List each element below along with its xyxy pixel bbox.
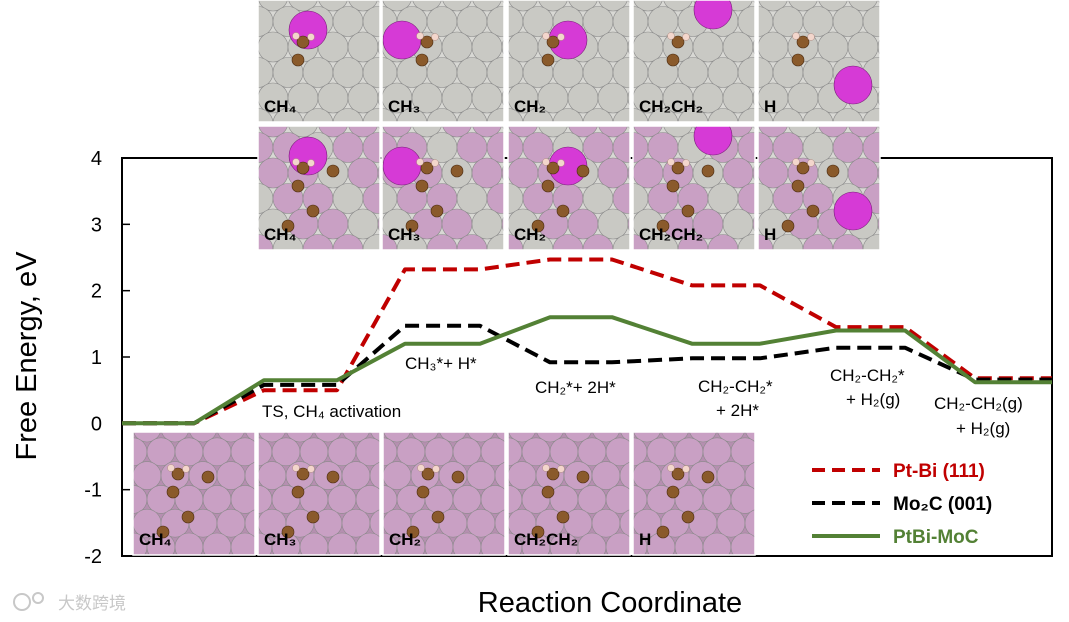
y-axis-label: Free Energy, eV bbox=[11, 251, 43, 461]
structure-panel-middle_row-1: CH₃ bbox=[381, 125, 505, 251]
annotation-ch2ch2-b1: CH₂-CH₂* bbox=[830, 366, 905, 385]
structure-panel-label: CH₄ bbox=[139, 530, 172, 549]
annotation-final-2: + H₂(g) bbox=[956, 419, 1010, 438]
watermark-text: 大数跨境 bbox=[58, 594, 126, 614]
watermark: 大数跨境 bbox=[13, 592, 126, 614]
structure-panel-bottom_row-0: CH₄ bbox=[132, 431, 256, 556]
structure-panel-top_row-1: CH₃ bbox=[381, 0, 505, 123]
structure-panel-label: CH₃ bbox=[388, 225, 420, 244]
legend: Pt-Bi (111) Mo₂C (001) PtBi-MoC bbox=[812, 461, 992, 548]
y-tick-label: -2 bbox=[84, 546, 102, 568]
structure-panel-label: H bbox=[639, 530, 651, 549]
legend-label-mo2c: Mo₂C (001) bbox=[893, 494, 992, 515]
structure-panel-label: CH₃ bbox=[264, 530, 296, 549]
y-tick-group: 4 3 2 1 0 -1 -2 bbox=[84, 148, 130, 568]
structure-panel-top_row-0: CH₄ bbox=[257, 0, 381, 123]
structure-panel-label: CH₂CH₂ bbox=[514, 530, 578, 549]
annotation-final-1: CH₂-CH₂(g) bbox=[934, 394, 1023, 413]
annotation-ch2ch2-a1: CH₂-CH₂* bbox=[698, 377, 773, 396]
y-tick-label: 1 bbox=[91, 347, 102, 369]
series-line-0 bbox=[122, 257, 1052, 426]
legend-label-pt-bi: Pt-Bi (111) bbox=[893, 461, 985, 482]
structure-panel-top_row-2: CH₂ bbox=[507, 0, 631, 123]
y-tick-label: 4 bbox=[91, 148, 102, 170]
watermark-dot-icon bbox=[32, 592, 44, 604]
structure-panel-bottom_row-1: CH₃ bbox=[257, 431, 381, 556]
structure-panel-middle_row-3: CH₂CH₂ bbox=[632, 125, 756, 251]
annotation-ch2ch2-b2: + H₂(g) bbox=[846, 390, 900, 409]
y-tick-label: 3 bbox=[91, 214, 102, 236]
y-tick-label: 0 bbox=[91, 413, 102, 435]
structure-panel-top_row-3: CH₂CH₂ bbox=[632, 0, 756, 123]
annotation-ch2: CH₂*+ 2H* bbox=[535, 378, 616, 397]
structure-panel-label: CH₂ bbox=[514, 97, 546, 116]
structure-panel-bottom_row-4: H bbox=[632, 431, 756, 556]
structure-panel-bottom_row-2: CH₂ bbox=[382, 431, 506, 556]
structure-panel-label: H bbox=[764, 97, 776, 116]
watermark-logo-icon bbox=[13, 593, 31, 611]
structure-panel-label: CH₂CH₂ bbox=[639, 97, 703, 116]
structure-panel-bottom_row-3: CH₂CH₂ bbox=[507, 431, 631, 556]
structure-panel-label: CH₂ bbox=[514, 225, 546, 244]
structure-panel-label: CH₂CH₂ bbox=[639, 225, 703, 244]
y-tick-label: -1 bbox=[84, 480, 102, 502]
x-axis-label: Reaction Coordinate bbox=[478, 587, 742, 619]
legend-label-ptbi-moc: PtBi-MoC bbox=[893, 527, 979, 548]
annotation-ch2ch2-a2: + 2H* bbox=[716, 401, 759, 420]
structure-panel-middle_row-4: H bbox=[757, 125, 881, 251]
annotation-ch3: CH₃*+ H* bbox=[405, 354, 477, 373]
structure-panel-top_row-4: H bbox=[757, 0, 881, 123]
structure-panel-label: CH₄ bbox=[264, 225, 297, 244]
structure-panel-label: CH₂ bbox=[389, 530, 421, 549]
structure-panel-middle_row-0: CH₄ bbox=[257, 125, 381, 251]
structure-panel-label: CH₄ bbox=[264, 97, 297, 116]
series-group bbox=[122, 257, 1052, 426]
structure-panel-label: CH₃ bbox=[388, 97, 420, 116]
structure-panel-label: H bbox=[764, 225, 776, 244]
y-tick-label: 2 bbox=[91, 281, 102, 303]
structure-panel-middle_row-2: CH₂ bbox=[507, 125, 631, 251]
annotation-ts: TS, CH₄ activation bbox=[262, 402, 401, 421]
series-line-2 bbox=[122, 315, 1052, 426]
